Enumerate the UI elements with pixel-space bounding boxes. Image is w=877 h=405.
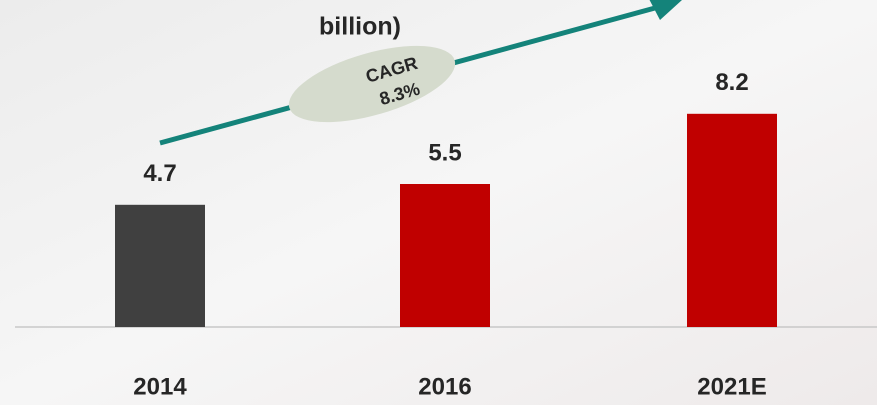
arrow-head [649,0,682,20]
value-label: 8.2 [715,69,748,96]
value-label: 5.5 [428,139,461,166]
x-tick-label: 2014 [133,373,187,400]
chart-title: billion) [319,13,401,41]
bar [115,204,205,327]
x-tick-label: 2016 [418,373,471,400]
bar [400,184,490,327]
bar [687,113,777,327]
cagr-ellipse [288,45,456,123]
value-label: 4.7 [143,160,176,187]
x-tick-label: 2021E [697,373,766,400]
